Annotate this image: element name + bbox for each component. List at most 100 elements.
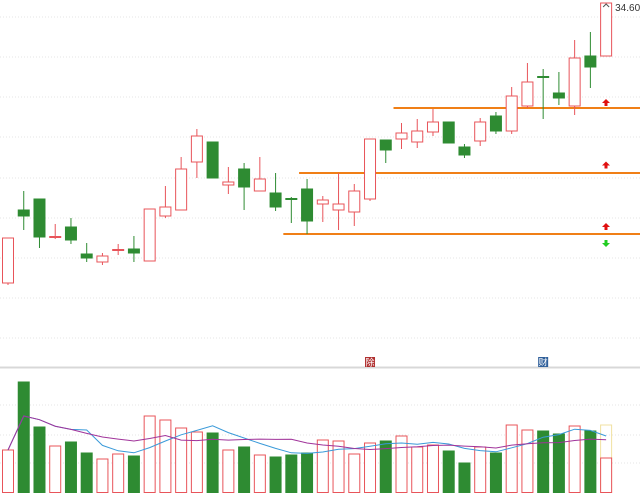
volume-bar [33,426,46,493]
volume-bar [316,439,329,493]
candle [301,179,314,234]
candle-body [474,121,487,142]
volume-bar [127,455,140,493]
candle [143,208,156,262]
candle-body [442,121,455,144]
candle [552,72,565,105]
volume-bar [348,453,361,493]
volume-ma10-line [7,415,607,451]
volume-bar [49,445,62,493]
marker-label: 除 [366,357,375,368]
last-price-label: 34.60 [615,3,640,14]
candle [64,218,77,244]
candle [285,197,298,223]
candle [474,118,487,146]
volume-bar [364,442,377,493]
volume-bar [285,454,298,493]
candle [49,224,62,239]
volume-bar [143,415,156,493]
candle-body [379,139,392,151]
candle-body [80,253,93,259]
candle [238,163,251,210]
candle-body [33,198,46,238]
volume-bar [238,446,251,493]
candle-body [521,81,534,107]
arrow-up-icon [602,223,610,230]
candle [96,253,109,265]
candle-body [364,138,377,200]
candle [505,87,518,134]
candle [190,129,203,178]
candle [364,138,377,201]
candle-body [568,57,581,107]
candle-body [458,146,471,156]
candle [222,167,235,194]
candle [442,121,455,144]
volume-bar [395,435,408,493]
candle [458,144,471,158]
candle [379,139,392,163]
candle-body [143,208,156,262]
candle [489,112,502,134]
volume-bar [222,449,235,493]
ex-dividend-marker-icon: 除 [365,357,376,368]
candle [159,186,172,218]
candle-body [112,249,125,251]
marker-box [365,357,376,367]
volume-bar [269,456,282,493]
volume-bar [489,452,502,493]
financial-report-marker-icon: 财 [538,357,549,368]
candle-body [2,237,14,284]
candle [316,196,329,222]
candle-body [301,188,314,222]
volume-bar [96,458,109,493]
candle [33,198,46,248]
candle-body [64,226,77,241]
volume-bar [2,449,14,493]
candle-body [584,55,597,68]
candle-body [285,198,298,200]
candle-body [17,209,30,217]
candle-body [175,168,188,211]
candle [253,157,266,192]
candle-body [316,199,329,205]
candle [2,237,14,285]
candle-body [49,236,62,238]
candle-body [96,255,109,263]
candle-body [411,130,424,143]
candle-body [190,135,203,163]
candle [537,69,550,119]
volume-bar [521,429,534,493]
candle-body [426,121,439,133]
candle-body [206,141,219,179]
candle [426,109,439,136]
candle-body [395,132,408,140]
arrow-down-icon [602,240,610,247]
candle-body [332,203,345,211]
candle [269,173,282,211]
candle-body [505,95,518,132]
volume-bar [80,452,93,493]
candle-body [127,248,140,254]
candle [17,191,30,230]
candle [411,119,424,148]
candle [584,32,597,88]
candle-body [537,76,550,78]
candle-body [238,168,251,188]
candle-body [269,192,282,208]
volume-bar [442,450,455,493]
candle-body [222,181,235,186]
candle [600,2,613,57]
volume-bar [584,430,597,493]
volume-bar [253,454,266,493]
volume-bar [568,425,581,493]
marker-label: 财 [539,357,548,368]
volume-bar [206,432,219,493]
candle [348,184,361,226]
candle-body [552,92,565,99]
volume-bar [175,427,188,493]
last-price-pointer-icon [602,3,610,8]
volume-bar [159,419,172,493]
arrow-up-icon [602,99,610,106]
